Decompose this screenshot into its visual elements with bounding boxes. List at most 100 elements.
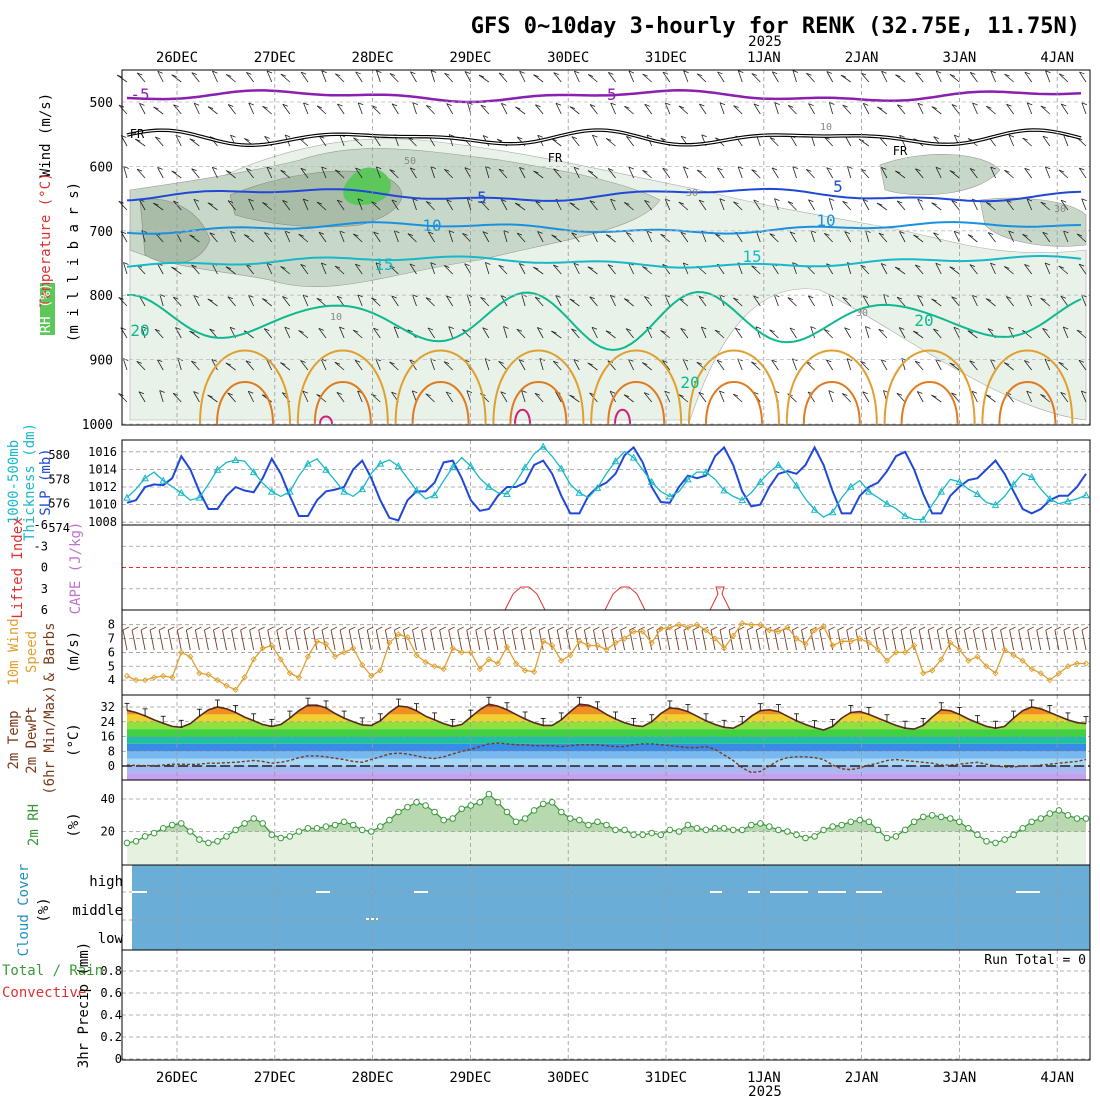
wind-barb	[157, 263, 164, 275]
wind-barb-flag	[303, 102, 309, 106]
wind-barb	[229, 231, 236, 243]
day-label-top: 31DEC	[645, 50, 687, 66]
wind-barb	[1078, 263, 1087, 275]
wind-barb-flag	[373, 327, 379, 331]
wind-barb	[569, 298, 580, 307]
wind-barb	[245, 168, 254, 179]
wind10m-marker	[485, 656, 493, 663]
rh2m-marker	[684, 821, 692, 829]
wind-barb-flag	[337, 103, 343, 107]
wind-barb	[376, 70, 381, 83]
thickness-tick: 576	[48, 497, 70, 511]
rh2m-marker	[1019, 825, 1027, 832]
wind-barb-flag	[371, 201, 377, 205]
wind-barb-flag	[280, 266, 286, 269]
wind-barb	[211, 263, 218, 275]
rh2m-marker	[1082, 815, 1090, 822]
wind-barb-flag	[951, 296, 957, 300]
wind10m-marker	[1010, 652, 1017, 659]
rh2m-marker	[223, 833, 230, 840]
wind10m-barb-flag	[747, 626, 754, 631]
contour-label-minus5b: -5	[597, 85, 616, 104]
rh2m-marker	[205, 839, 212, 847]
temp2m-label-2: 2m DewPt	[24, 706, 40, 773]
wind-barb-flag	[537, 231, 543, 234]
wind-barb-flag	[733, 393, 739, 397]
temp-band	[127, 736, 1086, 744]
rh-shade-50d	[979, 197, 1087, 247]
wind-barb-flag	[446, 391, 452, 395]
wind-barb-flag	[660, 137, 666, 141]
wind10m-barb-flag	[1036, 626, 1043, 631]
wind10m-label-3: & Barbs	[42, 622, 58, 681]
wind-barb	[789, 327, 797, 339]
thickness-marker	[720, 486, 728, 494]
wind10m-barb-flag	[448, 626, 455, 631]
thickness-marker	[304, 459, 312, 467]
precip-tick: 0.6	[100, 986, 122, 1000]
wind10m-barb-flag	[710, 626, 718, 631]
thickness-marker	[213, 465, 222, 473]
wind-barb	[280, 169, 291, 179]
wind-barb	[719, 198, 725, 211]
contour-label-rh30b: 30	[856, 308, 868, 319]
wind-barb	[485, 166, 490, 179]
wind-barb-flag	[840, 74, 847, 78]
wind-barb	[717, 167, 725, 179]
wind10m-marker	[368, 672, 375, 680]
wind-barb-flag	[553, 360, 559, 364]
wind-barb	[462, 329, 472, 339]
temp-tick: 0	[108, 759, 115, 773]
wind-barb-flag	[555, 102, 562, 106]
wind-barb	[515, 202, 526, 211]
wind-barb	[118, 104, 128, 115]
wind-barb-flag	[607, 264, 614, 268]
wind10m-barb-flag	[1000, 626, 1007, 631]
wind-barb-flag	[141, 326, 147, 329]
rh2m-marker	[476, 799, 484, 806]
wind-barb-flag	[355, 359, 361, 363]
wind-barb	[539, 358, 544, 371]
wind-barb-flag	[1006, 103, 1012, 107]
wind-barb	[136, 264, 146, 275]
wind-barb-flag	[357, 198, 364, 202]
wind-barb	[792, 70, 797, 83]
rh2m-marker	[358, 826, 366, 834]
wind-barb-flag	[876, 202, 883, 206]
wind-barb	[138, 391, 146, 403]
rh2m-label: 2m RH	[26, 804, 42, 846]
wind-barb	[336, 392, 345, 403]
wind-barb-flag	[1022, 233, 1028, 237]
wind10m-barb	[1027, 629, 1033, 651]
wind-barb	[375, 358, 381, 371]
wind-barb	[266, 166, 273, 179]
wind-barb-flag	[1024, 167, 1030, 171]
wind-barb-flag	[430, 166, 437, 169]
rh2m-marker	[648, 829, 656, 837]
wind10m-barb-flag	[864, 626, 872, 631]
wind-barb-flag	[266, 70, 273, 74]
wind10m-marker	[865, 639, 873, 646]
contour-label-fr: FR	[130, 127, 145, 141]
wind-barb	[913, 330, 924, 339]
wind10m-barb	[891, 629, 897, 651]
axis-titles: Wind (m/s) Temperature (°C) RH (%) (m i …	[2, 93, 103, 1068]
day-label-top: 3JAN	[943, 50, 977, 66]
contour-warm-0	[981, 349, 1074, 425]
wind-barb-flag	[1063, 326, 1069, 330]
wind-barb	[678, 394, 689, 403]
rh2m-marker	[1046, 810, 1054, 817]
wind-barb-flag	[624, 105, 630, 109]
wind10m-marker	[250, 656, 257, 663]
wind10m-barb-flag	[991, 626, 998, 631]
wind-barb-flag	[792, 70, 799, 73]
contour-label-20b: 20	[680, 373, 699, 392]
wind-barb	[537, 327, 544, 339]
wind-barb	[897, 104, 906, 115]
wind10m-marker	[1082, 660, 1090, 667]
wind-barb	[664, 198, 671, 211]
wind10m-marker	[160, 672, 167, 680]
wind-barb	[318, 135, 327, 147]
wind-barb	[193, 295, 200, 307]
wind-barb	[1005, 296, 1014, 307]
